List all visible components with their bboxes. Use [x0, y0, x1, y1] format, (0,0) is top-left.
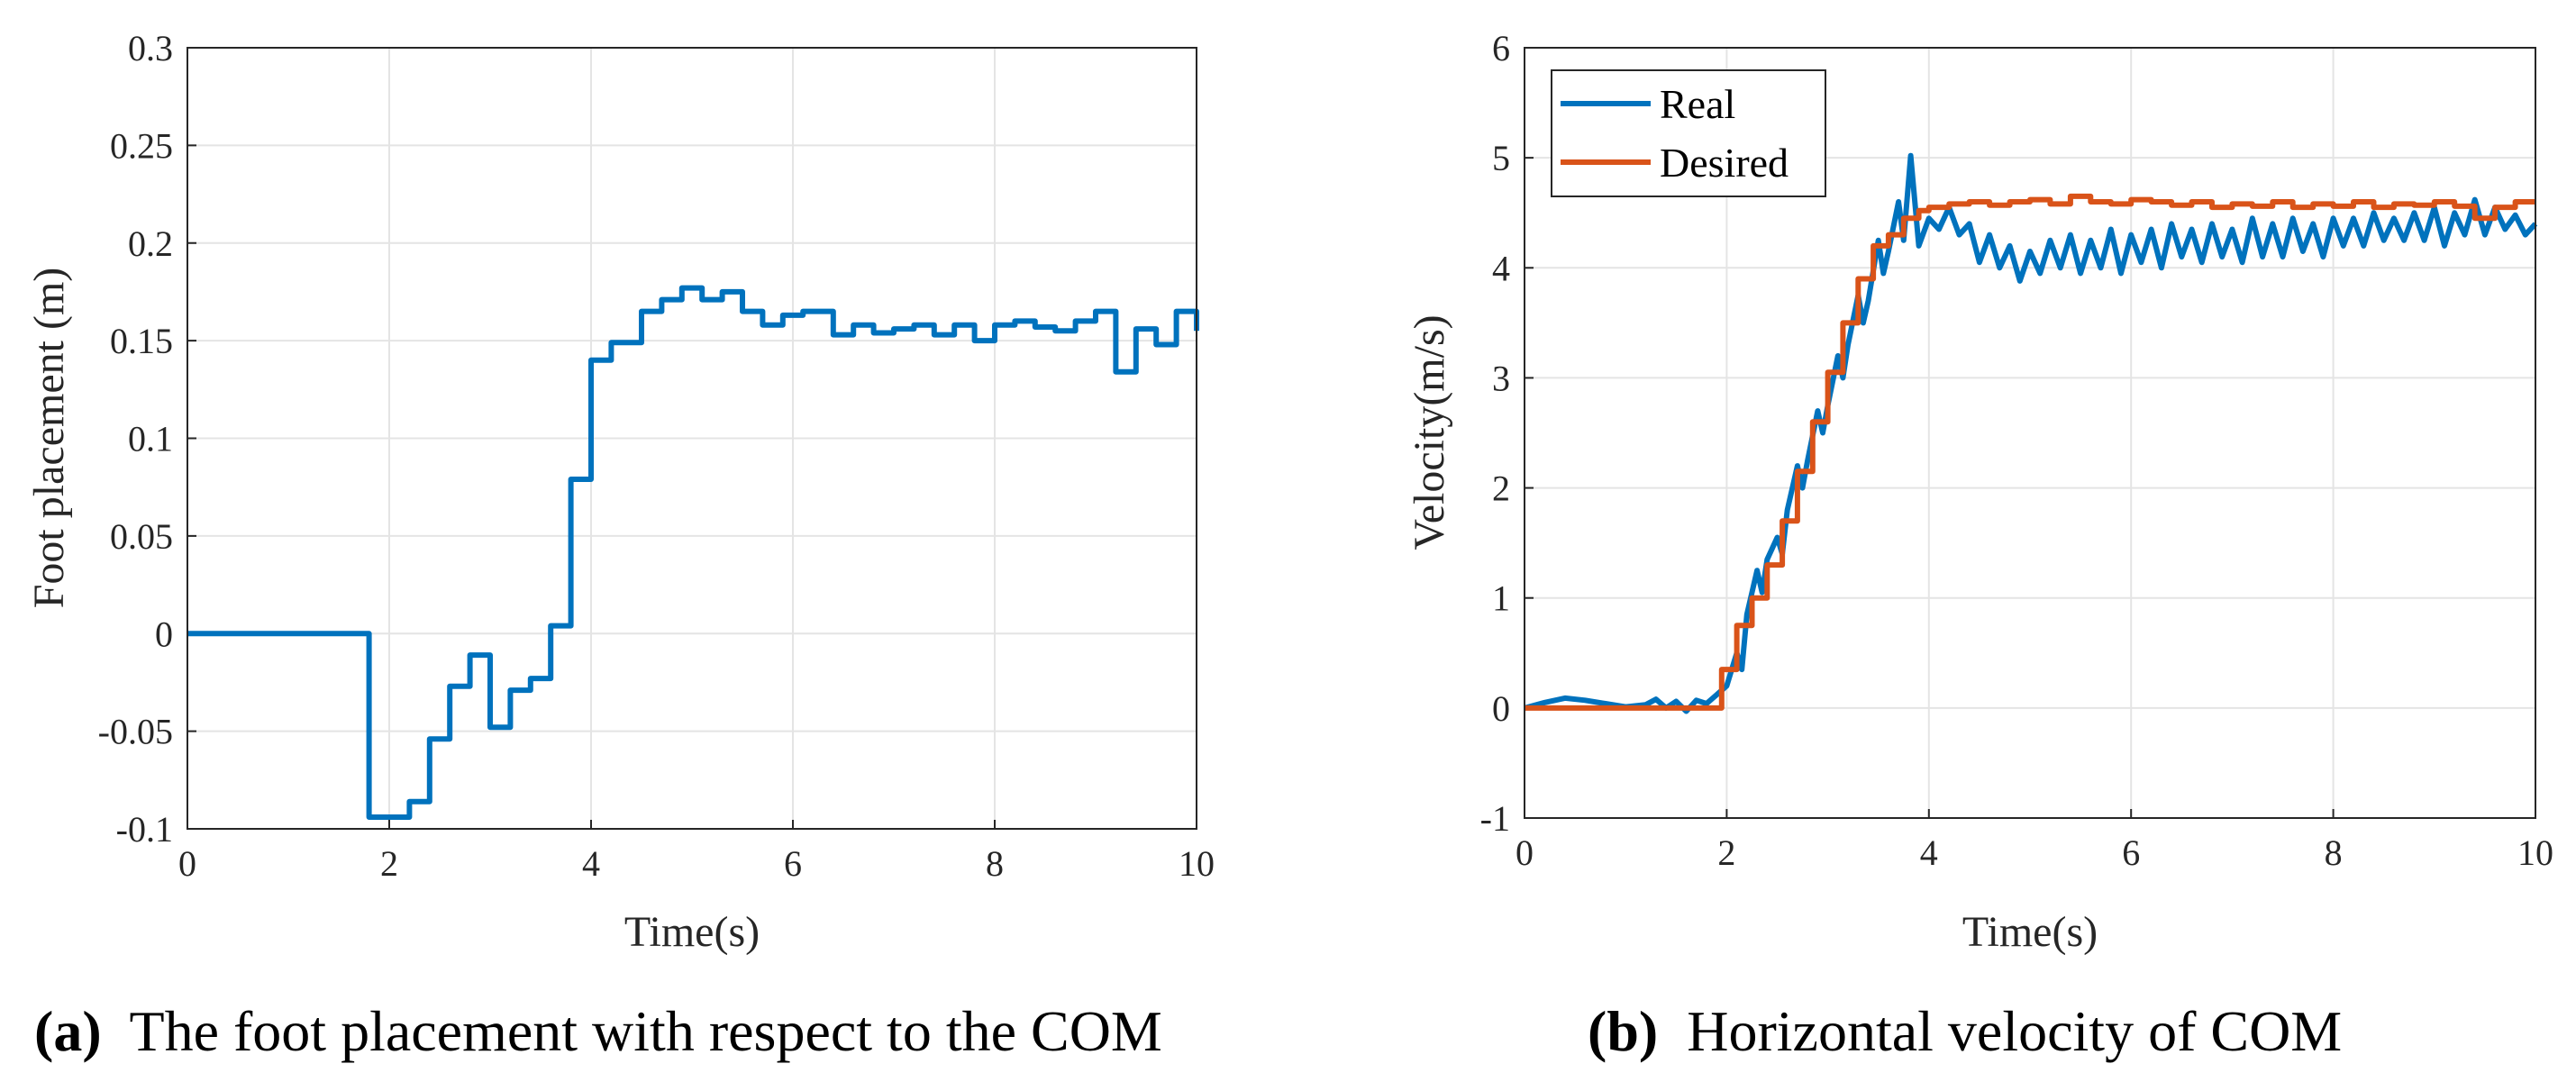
series-line-real	[1524, 152, 2538, 714]
series-line-desired	[1525, 193, 2535, 711]
legend-label-real: Real	[1660, 81, 1735, 127]
y-tick-label: 0.15	[110, 321, 173, 361]
y-axis-label-b: Velocity(m/s)	[1406, 314, 1453, 550]
y-tick-label: 0.05	[110, 516, 173, 557]
x-tick-label: 8	[986, 843, 1004, 884]
y-tick-labels-b: -1 0 1 2 3 4 5 6	[1480, 28, 1510, 839]
y-tick-label: 1	[1492, 578, 1510, 619]
y-tick-label: -0.05	[98, 712, 173, 752]
x-tick-label: 4	[1920, 832, 1938, 873]
legend-b: Real Desired	[1551, 69, 1826, 197]
y-tick-label: 0	[155, 614, 173, 654]
x-axis-label-b: Time(s)	[1962, 908, 2098, 956]
panel-a-foot-placement: 0 2 4 6 8 10 -0.1-0.0500.050.10.150.20.250.3 …	[25, 28, 1215, 956]
caption-a: (a) The foot placement with respect to t…	[34, 998, 1162, 1065]
y-tick-label: -0.1	[116, 809, 173, 850]
x-tick-label: 0	[178, 843, 196, 884]
x-tick-label: 8	[2325, 832, 2343, 873]
series-line-foot-placement	[187, 285, 1199, 820]
axes-box-a	[187, 47, 1197, 830]
caption-b-text: Horizontal velocity of COM	[1687, 999, 2343, 1063]
series-a	[187, 285, 1199, 820]
x-tick-labels-b: 0 2 4 6 8 10	[1516, 832, 2553, 873]
x-tick-label: 6	[784, 843, 802, 884]
series-b	[1524, 152, 2538, 714]
legend-box	[1551, 69, 1826, 197]
y-tick-label: 0.2	[128, 223, 173, 264]
y-tick-label: 0	[1492, 688, 1510, 729]
y-tick-label: 0.25	[110, 125, 173, 166]
y-axis-label-a: Foot placement (m)	[25, 268, 73, 609]
x-tick-label: 6	[2122, 832, 2140, 873]
y-tick-label: 4	[1492, 248, 1510, 288]
y-tick-label: 6	[1492, 28, 1510, 68]
caption-b: (b) Horizontal velocity of COM	[1588, 998, 2342, 1065]
caption-a-text: The foot placement with respect to the C…	[129, 999, 1162, 1063]
caption-b-label: (b)	[1588, 999, 1659, 1063]
x-axis-label-a: Time(s)	[624, 908, 760, 956]
x-tick-label: 2	[1717, 832, 1735, 873]
x-tick-label: 2	[380, 843, 398, 884]
y-tick-label: 5	[1492, 138, 1510, 178]
y-tick-label: 0.1	[128, 419, 173, 459]
y-tick-label: -1	[1480, 798, 1510, 839]
x-tick-label: 4	[582, 843, 600, 884]
y-tick-label: 3	[1492, 358, 1510, 398]
y-tick-labels-a: -0.1 -0.05 0 0.05 0.1 0.15 0.2 0.25 0.3	[98, 28, 173, 850]
x-tick-label: 0	[1516, 832, 1534, 873]
x-tick-labels-a: 0 2 4 6 8 10	[178, 843, 1215, 884]
legend-label-desired: Desired	[1660, 140, 1789, 186]
y-tick-label: 0.3	[128, 28, 173, 68]
x-tick-label: 10	[1179, 843, 1215, 884]
y-tick-label: 2	[1492, 468, 1510, 509]
x-tick-label: 10	[2517, 832, 2553, 873]
caption-a-label: (a)	[34, 999, 102, 1063]
axes-box-b	[1524, 47, 2536, 819]
